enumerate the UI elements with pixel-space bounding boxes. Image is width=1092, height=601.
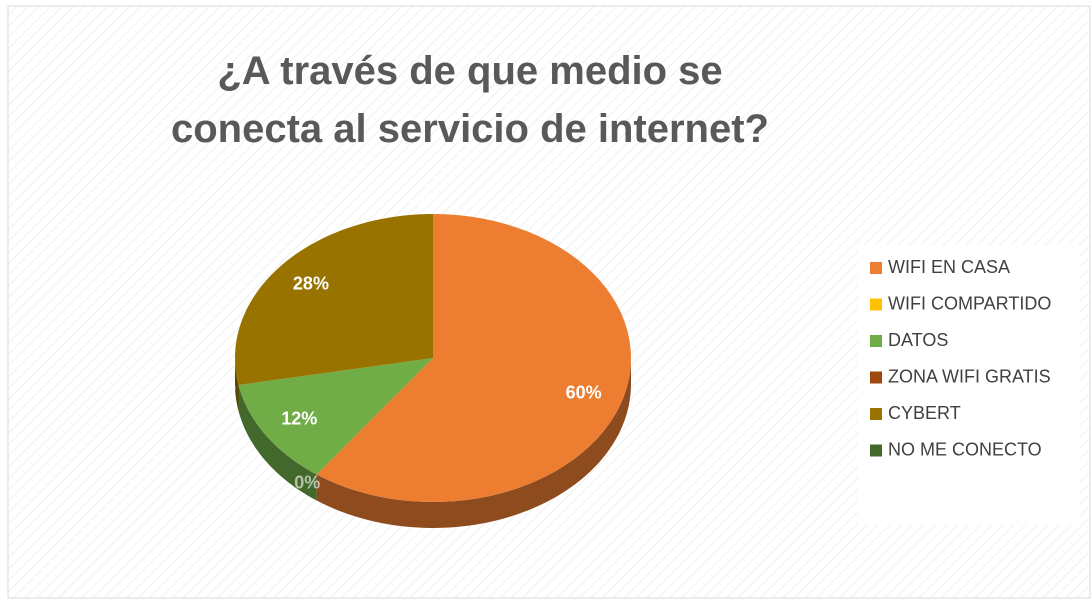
- legend-swatch: [870, 298, 882, 311]
- legend-label: NO ME CONECTO: [888, 439, 1042, 459]
- pie-side: [235, 358, 239, 411]
- legend-label: ZONA WIFI GRATIS: [888, 366, 1051, 386]
- data-label: 0%: [420, 191, 446, 211]
- pie-tops: [235, 214, 631, 502]
- data-label: 60%: [566, 382, 602, 402]
- pie-side: [316, 358, 631, 528]
- chart-title: ¿A través de que medio se conecta al ser…: [171, 49, 769, 151]
- legend-background: [858, 245, 1080, 525]
- data-label: 0%: [294, 473, 320, 493]
- legend-label: WIFI COMPARTIDO: [888, 293, 1051, 313]
- legend-swatch: [870, 408, 882, 420]
- legend-swatch: [870, 262, 882, 274]
- data-label: 12%: [281, 408, 317, 428]
- legend-swatch: [870, 444, 882, 457]
- legend-label: DATOS: [888, 330, 948, 350]
- pie-sides: [235, 358, 631, 528]
- data-label: 28%: [293, 273, 329, 293]
- pie-slice: [316, 214, 631, 502]
- pie-slice: [235, 214, 433, 385]
- pie-slice: [238, 358, 433, 475]
- legend-swatch: [870, 335, 882, 347]
- legend-swatch: [870, 371, 882, 384]
- legend-label: WIFI EN CASA: [888, 257, 1010, 277]
- legend-label: CYBERT: [888, 403, 961, 423]
- pie-side: [238, 384, 317, 501]
- pie-labels: 60% 0% 12% 0% 28% 0%: [210, 191, 602, 492]
- data-label: 0%: [210, 376, 236, 396]
